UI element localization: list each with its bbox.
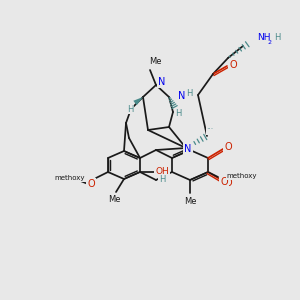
Text: N: N (178, 91, 186, 101)
Text: H: H (274, 34, 281, 43)
Text: ···: ··· (206, 125, 214, 134)
Text: O: O (229, 60, 237, 70)
Text: H: H (159, 176, 165, 184)
Text: O: O (224, 142, 232, 152)
Text: methoxy: methoxy (227, 173, 257, 179)
Text: N: N (184, 144, 192, 154)
Text: Me: Me (108, 196, 120, 205)
Text: NH: NH (257, 34, 271, 43)
Text: H: H (127, 104, 133, 113)
Text: 2: 2 (267, 40, 271, 46)
Text: Me: Me (149, 58, 161, 67)
Polygon shape (133, 97, 143, 105)
Text: O: O (87, 179, 95, 189)
Text: H: H (175, 110, 181, 118)
Text: N: N (158, 77, 166, 87)
Text: Me: Me (184, 196, 196, 206)
Text: O: O (224, 178, 232, 188)
Text: methoxy: methoxy (55, 175, 85, 181)
Text: OH: OH (155, 167, 169, 176)
Text: O: O (220, 177, 228, 187)
Text: H: H (186, 89, 192, 98)
